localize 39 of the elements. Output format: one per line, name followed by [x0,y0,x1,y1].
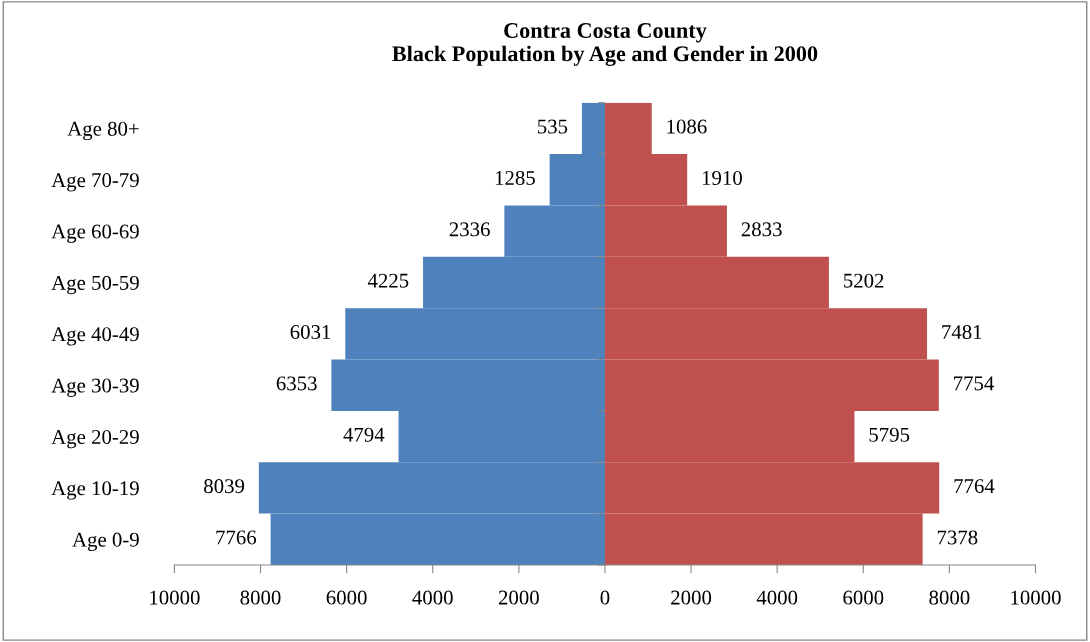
x-tick-label: 2000 [671,590,712,605]
y-tick-label: Age 30-39 [51,378,139,397]
data-label: 7764 [954,479,995,494]
y-tick-label: Age 50-59 [51,275,139,295]
chart-title: Contra Costa County Black Population by Age and Gender in 2000 [392,23,818,66]
data-label: 7754 [954,376,995,391]
data-label: 2336 [449,222,490,237]
x-tick-label: 0 [600,590,610,605]
data-label: 7378 [937,530,978,545]
y-tick-label: Age 70-79 [51,173,139,192]
x-tick-label: 8000 [929,590,970,605]
x-tick-label: 8000 [240,590,281,605]
data-label: 8039 [204,479,245,494]
x-tick-label: 4000 [412,590,453,605]
x-tick-label: 10000 [150,590,200,605]
data-label: 535 [537,119,568,134]
data-label: 4794 [343,427,385,442]
data-label: 2833 [741,222,782,237]
data-label: 6353 [276,376,317,391]
data-label: 6031 [290,325,331,340]
x-tick-label: 6000 [326,590,367,605]
y-tick-label: Age 10-19 [51,481,139,500]
data-label: 1910 [702,170,742,185]
data-label: 1086 [667,119,707,134]
data-label: 7766 [216,530,257,545]
data-label: 5202 [844,273,884,288]
x-tick-label: 10000 [1011,590,1061,605]
data-label: 5795 [869,427,910,442]
y-tick-label: Age 0-9 [72,532,139,551]
y-tick-label: Age 60-69 [51,224,139,243]
data-label: 1285 [495,170,535,185]
x-tick-label: 6000 [843,590,884,605]
data-label: 4225 [367,273,409,288]
data-label: 7481 [942,325,982,340]
y-tick-label: Age 40-49 [51,327,139,346]
y-tick-label: Age 20-29 [51,429,139,449]
x-tick-label: 2000 [498,590,539,605]
x-tick-label: 4000 [756,590,798,605]
y-tick-label: Age 80+ [67,121,139,141]
